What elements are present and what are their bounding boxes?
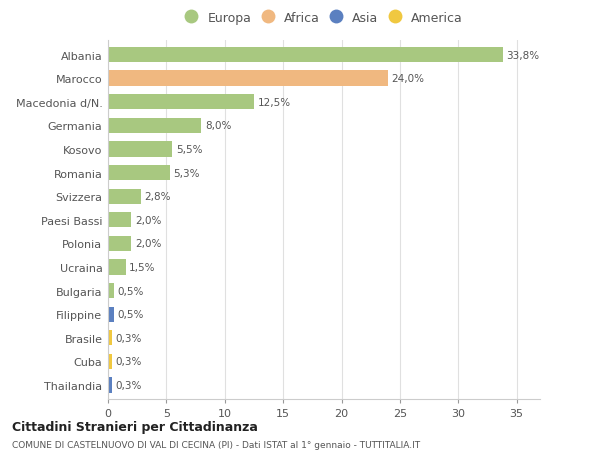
Bar xyxy=(108,48,503,63)
Bar xyxy=(108,213,131,228)
Bar xyxy=(108,118,202,134)
Text: 2,0%: 2,0% xyxy=(135,215,161,225)
Bar xyxy=(108,378,112,393)
Bar xyxy=(108,236,131,252)
Bar xyxy=(108,354,112,369)
Bar xyxy=(108,71,388,87)
Text: 0,3%: 0,3% xyxy=(115,333,142,343)
Bar xyxy=(108,330,112,346)
Bar xyxy=(108,307,114,322)
Text: COMUNE DI CASTELNUOVO DI VAL DI CECINA (PI) - Dati ISTAT al 1° gennaio - TUTTITA: COMUNE DI CASTELNUOVO DI VAL DI CECINA (… xyxy=(12,440,420,449)
Text: 2,0%: 2,0% xyxy=(135,239,161,249)
Legend: Europa, Africa, Asia, America: Europa, Africa, Asia, America xyxy=(185,12,463,25)
Text: 5,3%: 5,3% xyxy=(173,168,200,178)
Bar xyxy=(108,166,170,181)
Text: 0,3%: 0,3% xyxy=(115,380,142,390)
Text: 24,0%: 24,0% xyxy=(392,74,425,84)
Bar xyxy=(108,95,254,110)
Text: 5,5%: 5,5% xyxy=(176,145,202,155)
Text: Cittadini Stranieri per Cittadinanza: Cittadini Stranieri per Cittadinanza xyxy=(12,420,258,433)
Text: 0,5%: 0,5% xyxy=(118,286,144,296)
Text: 12,5%: 12,5% xyxy=(257,98,290,107)
Bar xyxy=(108,283,114,299)
Text: 0,3%: 0,3% xyxy=(115,357,142,367)
Bar xyxy=(108,142,172,157)
Text: 0,5%: 0,5% xyxy=(118,309,144,319)
Bar xyxy=(108,189,140,204)
Text: 2,8%: 2,8% xyxy=(144,192,170,202)
Bar xyxy=(108,260,125,275)
Text: 1,5%: 1,5% xyxy=(129,263,155,273)
Text: 33,8%: 33,8% xyxy=(506,50,539,61)
Text: 8,0%: 8,0% xyxy=(205,121,231,131)
